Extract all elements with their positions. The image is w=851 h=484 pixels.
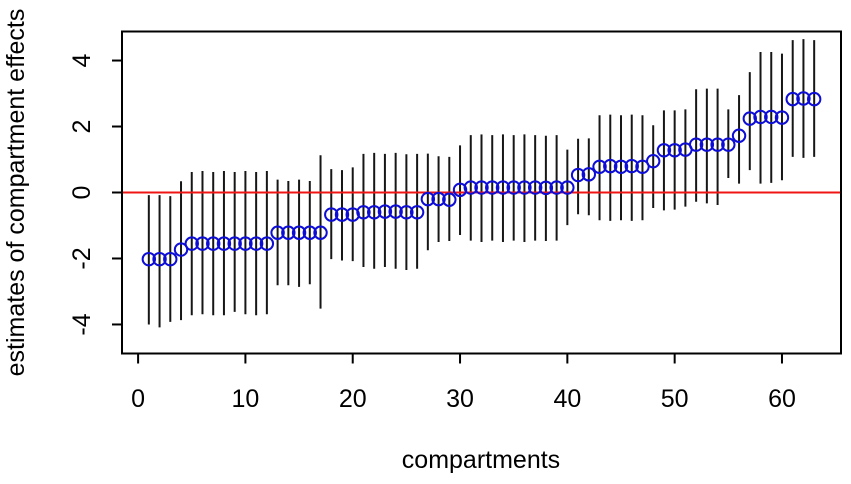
estimate-point bbox=[527, 180, 543, 195]
x-axis-tick-label: 10 bbox=[232, 385, 260, 413]
estimate-point bbox=[302, 225, 317, 240]
estimate-point bbox=[173, 242, 189, 257]
estimate-point bbox=[699, 137, 715, 152]
x-axis-tick-label: 50 bbox=[661, 385, 689, 413]
y-axis-tick-label: -4 bbox=[68, 313, 96, 335]
estimate-point bbox=[517, 180, 532, 195]
x-axis-tick-label: 0 bbox=[131, 385, 145, 413]
estimate-point bbox=[742, 111, 757, 126]
estimate-point bbox=[377, 204, 393, 219]
estimate-point bbox=[366, 205, 382, 220]
estimate-point bbox=[570, 167, 586, 183]
estimate-point bbox=[248, 236, 264, 251]
estimate-point bbox=[710, 137, 725, 152]
estimate-point bbox=[506, 180, 521, 195]
estimate-point bbox=[495, 180, 511, 195]
y-axis-title: estimates of compartment effects bbox=[2, 9, 30, 377]
estimate-point bbox=[324, 207, 339, 222]
y-axis-tick-label: 4 bbox=[68, 53, 96, 67]
estimate-point bbox=[163, 251, 178, 267]
estimate-point bbox=[420, 191, 436, 207]
estimate-point bbox=[560, 180, 575, 195]
estimate-point bbox=[474, 180, 489, 195]
estimate-point bbox=[688, 137, 704, 152]
estimate-point bbox=[238, 236, 253, 251]
estimate-point bbox=[356, 205, 371, 220]
estimate-point bbox=[141, 251, 157, 267]
estimate-point bbox=[806, 91, 822, 107]
y-axis-tick-label: 2 bbox=[68, 120, 96, 134]
estimate-point bbox=[656, 143, 672, 158]
estimate-point bbox=[581, 167, 597, 182]
estimate-point bbox=[731, 128, 747, 143]
estimate-point bbox=[452, 182, 468, 198]
estimate-point bbox=[774, 110, 790, 125]
estimate-point bbox=[785, 91, 800, 107]
estimate-point bbox=[431, 191, 446, 207]
estimate-point bbox=[796, 91, 811, 106]
estimate-point bbox=[291, 225, 307, 240]
estimate-point bbox=[538, 180, 554, 196]
estimate-point bbox=[184, 236, 199, 251]
estimate-point bbox=[463, 180, 478, 195]
estimate-point bbox=[259, 236, 275, 251]
estimate-point bbox=[613, 159, 629, 174]
estimate-point bbox=[409, 205, 425, 220]
estimate-point bbox=[195, 236, 210, 251]
estimate-point bbox=[216, 236, 232, 251]
estimate-point bbox=[624, 158, 639, 174]
estimate-point bbox=[485, 180, 500, 195]
plot-layer: 0 10 20 30 40 50 60 -4 -2 0 2 4 bbox=[68, 30, 842, 413]
estimate-point bbox=[442, 192, 457, 207]
estimate-point bbox=[549, 180, 564, 195]
estimate-point bbox=[603, 158, 618, 174]
estimate-point bbox=[206, 236, 221, 251]
estimate-point bbox=[227, 236, 242, 251]
x-axis-tick-label: 30 bbox=[446, 385, 474, 413]
x-axis-tick-label: 40 bbox=[553, 385, 581, 413]
x-axis-title: compartments bbox=[402, 446, 560, 474]
estimate-point bbox=[646, 153, 661, 169]
x-axis-tick-label: 60 bbox=[768, 385, 796, 413]
estimate-point bbox=[635, 159, 650, 174]
estimate-point bbox=[667, 143, 682, 158]
estimate-point bbox=[399, 205, 414, 220]
estimate-point bbox=[388, 204, 403, 219]
estimate-point bbox=[592, 159, 607, 174]
estimate-point bbox=[345, 207, 360, 222]
estimate-point bbox=[753, 109, 768, 125]
estimate-point bbox=[721, 137, 736, 152]
estimate-point bbox=[334, 207, 350, 222]
estimate-point bbox=[313, 225, 328, 240]
estimate-point bbox=[281, 225, 296, 240]
y-axis-tick-label: -2 bbox=[68, 247, 96, 269]
estimate-point bbox=[270, 225, 285, 240]
x-axis-tick-label: 20 bbox=[339, 385, 367, 413]
estimate-point bbox=[152, 251, 167, 267]
estimate-point bbox=[764, 109, 779, 125]
y-axis-tick-label: 0 bbox=[68, 186, 96, 200]
